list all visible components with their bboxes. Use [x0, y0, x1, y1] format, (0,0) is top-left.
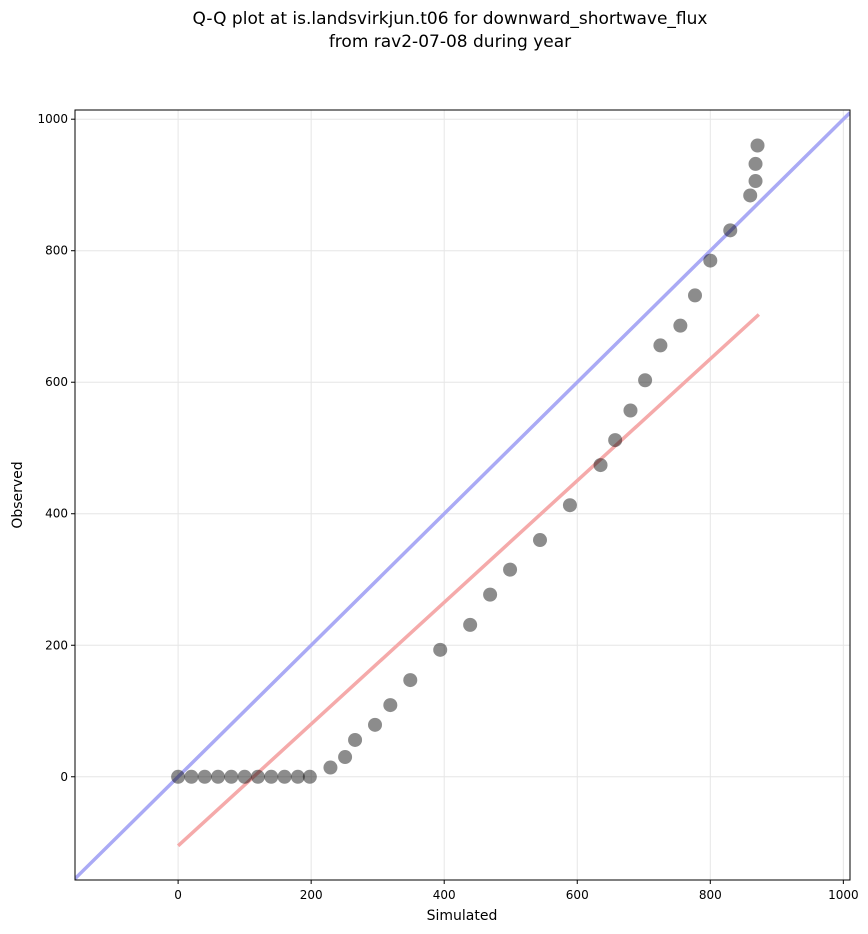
- ticks: 0 200 400 600 800 1000 0 200 400 600 800 1000: [37, 112, 858, 902]
- x-tick-label: 800: [699, 888, 722, 902]
- point: [264, 769, 279, 784]
- point: [403, 673, 418, 688]
- point: [623, 403, 638, 418]
- point: [562, 498, 577, 513]
- point: [277, 769, 292, 784]
- reference-line: [75, 111, 850, 880]
- chart-title: Q-Q plot at is.landsvirkjun.t06 for down…: [193, 9, 708, 29]
- y-tick-label: 0: [60, 770, 68, 784]
- point: [338, 750, 353, 765]
- point: [290, 769, 305, 784]
- chart-subtitle: from rav2-07-08 during year: [329, 32, 571, 52]
- point: [748, 174, 763, 189]
- x-tick-label: 0: [174, 888, 182, 902]
- point: [483, 587, 498, 602]
- point: [224, 769, 239, 784]
- point: [197, 769, 212, 784]
- point: [250, 769, 265, 784]
- point: [323, 760, 338, 775]
- x-tick-label: 200: [300, 888, 323, 902]
- y-tick-label: 200: [45, 638, 68, 652]
- x-tick-label: 1000: [828, 888, 859, 902]
- plot-area: [75, 111, 850, 880]
- axes-frame: [74, 109, 851, 881]
- x-axis-label: Simulated: [427, 908, 498, 924]
- reference-line: [176, 313, 761, 848]
- point: [433, 642, 448, 657]
- point: [348, 732, 363, 747]
- point: [748, 156, 763, 171]
- point: [211, 769, 226, 784]
- y-tick-label: 800: [45, 244, 68, 258]
- point: [593, 458, 608, 473]
- point: [184, 769, 199, 784]
- point: [638, 373, 653, 388]
- x-tick-label: 600: [566, 888, 589, 902]
- point: [703, 253, 718, 268]
- grid: [75, 110, 850, 880]
- point: [463, 617, 478, 632]
- point: [750, 138, 765, 153]
- point: [503, 562, 518, 577]
- point: [383, 698, 398, 713]
- x-tick-label: 400: [433, 888, 456, 902]
- point: [688, 288, 702, 303]
- point: [533, 533, 547, 548]
- point: [743, 188, 758, 203]
- y-tick-label: 1000: [37, 112, 68, 126]
- point: [302, 769, 317, 784]
- point: [171, 769, 186, 784]
- point: [608, 433, 623, 448]
- point: [673, 318, 688, 333]
- point: [237, 769, 252, 784]
- point: [653, 338, 668, 353]
- y-tick-label: 400: [45, 507, 68, 521]
- point: [723, 223, 738, 238]
- y-axis-label: Observed: [10, 461, 26, 528]
- y-tick-label: 600: [45, 375, 68, 389]
- point: [368, 717, 383, 732]
